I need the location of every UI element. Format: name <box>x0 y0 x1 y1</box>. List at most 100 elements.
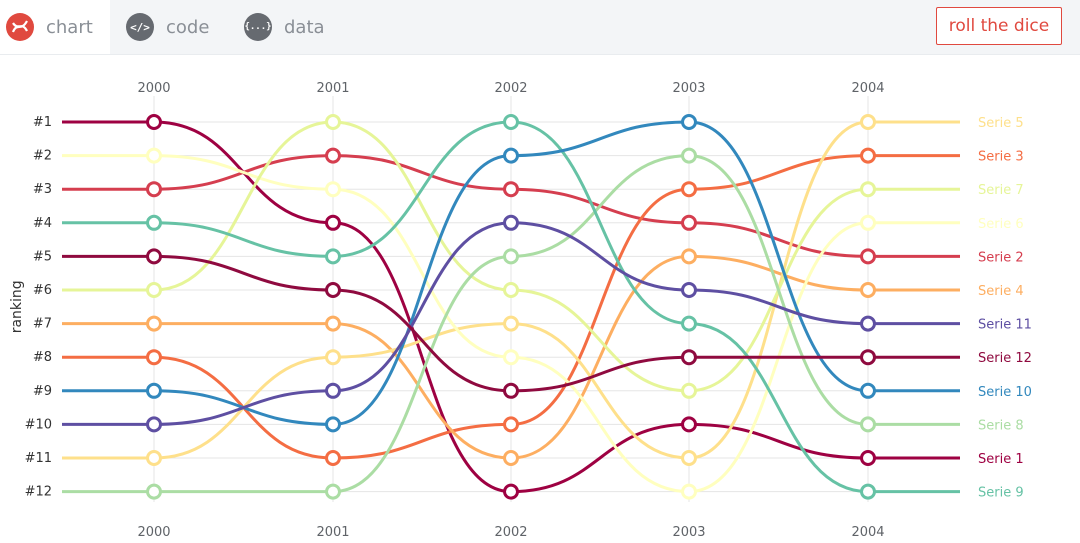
x-axis-bottom: 2000 2001 2002 2003 2004 <box>137 525 884 540</box>
data-point <box>681 450 697 466</box>
series-lines <box>62 120 960 494</box>
data-point <box>146 450 162 466</box>
data-point <box>146 181 162 198</box>
x-tick-label-top: 2001 <box>316 81 349 96</box>
legend-label: Serie 5 <box>978 116 1024 131</box>
data-point <box>146 214 162 231</box>
roll-the-dice-button[interactable]: roll the dice <box>936 7 1062 45</box>
legend-label: Serie 11 <box>978 318 1032 333</box>
data-point <box>681 382 697 399</box>
y-tick-label: #10 <box>25 417 52 432</box>
legend-label: Serie 1 <box>978 452 1024 467</box>
legend-label: Serie 9 <box>978 486 1024 501</box>
data-point <box>860 181 876 198</box>
series-line <box>62 154 960 494</box>
tab-chart-label: chart <box>46 16 93 38</box>
legend-label: Serie 12 <box>978 351 1032 366</box>
data-point <box>325 315 341 332</box>
data-point <box>503 483 519 500</box>
legend-label: Serie 3 <box>978 150 1024 165</box>
y-tick-label: #6 <box>33 283 52 298</box>
data-point <box>860 315 876 332</box>
data-point <box>860 248 876 265</box>
y-tick-label: #9 <box>33 384 52 399</box>
data-point <box>503 382 519 399</box>
data-point <box>860 147 876 164</box>
data-point <box>146 248 162 265</box>
y-tick-label: #4 <box>33 216 52 231</box>
y-tick-label: #11 <box>25 451 52 466</box>
x-tick-label-bottom: 2002 <box>494 525 527 540</box>
data-point <box>325 248 341 265</box>
legend-label: Serie 10 <box>978 385 1032 400</box>
tab-bar: chart </> code {...} data roll the dice <box>0 0 1080 55</box>
y-tick-label: #3 <box>33 182 52 197</box>
data-point <box>503 248 519 265</box>
data-point <box>860 214 876 231</box>
code-icon-glyph: </> <box>130 20 150 34</box>
data-point <box>146 282 162 298</box>
data-point <box>860 382 876 399</box>
data-point <box>325 181 341 198</box>
data-point <box>325 214 341 231</box>
data-point <box>503 214 519 231</box>
tab-code[interactable]: </> code <box>120 0 230 54</box>
x-tick-label-bottom: 2003 <box>672 525 705 540</box>
data-point <box>503 114 519 130</box>
data-point <box>503 181 519 198</box>
y-tick-label: #12 <box>25 485 52 500</box>
tab-data[interactable]: {...} data <box>238 0 348 54</box>
y-axis-title: ranking <box>9 280 25 333</box>
data-point <box>146 147 162 164</box>
y-tick-label: #2 <box>33 149 52 164</box>
bump-chart: 2000 2001 2002 2003 2004 2000 2001 2002 2003 200… <box>9 81 1032 540</box>
data-point <box>503 416 519 433</box>
x-axis-top: 2000 2001 2002 2003 2004 <box>137 81 884 96</box>
tab-chart[interactable]: chart <box>0 0 110 54</box>
data-point <box>503 450 519 466</box>
data-icon-glyph: {...} <box>244 22 272 32</box>
data-point <box>325 147 341 164</box>
data-point <box>146 114 162 130</box>
legend: Serie 1 Serie 2 Serie 3 Serie 4 Serie 5 Serie… <box>978 116 1032 501</box>
data-point <box>146 416 162 433</box>
data-point <box>146 349 162 366</box>
y-tick-label: #8 <box>33 350 52 365</box>
data-point <box>860 450 876 466</box>
series-points <box>146 114 876 500</box>
data-point <box>681 483 697 500</box>
code-icon: </> <box>126 13 154 41</box>
chart-icon <box>6 13 34 41</box>
y-tick-label: #5 <box>33 249 52 264</box>
x-tick-label-bottom: 2001 <box>316 525 349 540</box>
x-tick-label-bottom: 2004 <box>851 525 884 540</box>
data-point <box>325 450 341 466</box>
y-axis: #1 #2 #3 #4 #5 #6 #7 #8 #9 #10 #11 #12 <box>25 115 52 500</box>
chart-icon-glyph <box>11 20 28 33</box>
data-point <box>325 349 341 366</box>
tab-data-label: data <box>284 16 325 38</box>
legend-label: Serie 4 <box>978 284 1024 299</box>
data-point <box>681 147 697 164</box>
y-tick-label: #1 <box>33 115 52 130</box>
data-point <box>325 282 341 298</box>
x-tick-label-top: 2002 <box>494 81 527 96</box>
data-point <box>681 282 697 298</box>
data-point <box>503 349 519 366</box>
data-point <box>860 349 876 366</box>
data-point <box>681 315 697 332</box>
data-point <box>681 416 697 433</box>
x-tick-label-top: 2004 <box>851 81 884 96</box>
tab-code-label: code <box>166 16 210 38</box>
legend-label: Serie 6 <box>978 217 1024 232</box>
x-tick-label-top: 2003 <box>672 81 705 96</box>
y-tick-label: #7 <box>33 317 52 332</box>
data-point <box>860 114 876 130</box>
data-point <box>146 315 162 332</box>
legend-label: Serie 7 <box>978 183 1024 198</box>
series-line <box>62 154 960 494</box>
data-point <box>860 483 876 500</box>
data-icon: {...} <box>244 13 272 41</box>
data-point <box>860 416 876 433</box>
data-point <box>325 382 341 399</box>
